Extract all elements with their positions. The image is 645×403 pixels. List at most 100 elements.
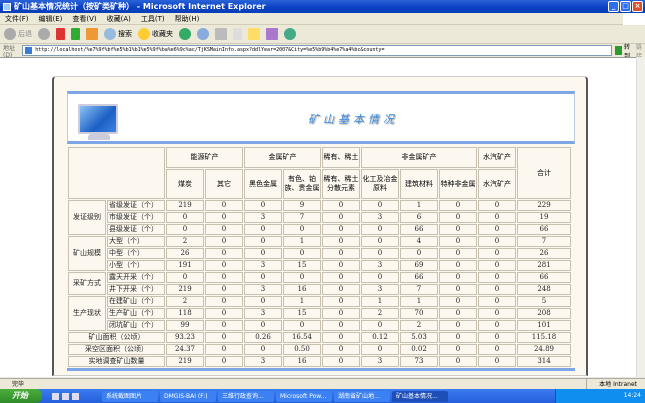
home-button[interactable]: [86, 28, 98, 40]
forward-button[interactable]: [38, 28, 50, 40]
monitor-stand: [88, 134, 110, 140]
vertical-scrollbar[interactable]: [636, 57, 645, 377]
value-cell: 0: [478, 200, 516, 211]
value-cell: 0: [166, 272, 204, 283]
task-button[interactable]: DMGIS-BAI (F:): [160, 390, 216, 402]
start-button[interactable]: 开始: [0, 389, 42, 403]
task-button[interactable]: Microsoft Pow...: [276, 390, 332, 402]
value-cell: 0: [166, 212, 204, 223]
value-cell: 314: [517, 356, 571, 367]
mail-button[interactable]: [197, 28, 209, 40]
go-button[interactable]: 转到: [615, 42, 633, 60]
group-header: 非金属矿产: [361, 147, 477, 168]
value-cell: 0: [205, 212, 243, 223]
search-icon: [104, 28, 116, 40]
messenger-icon: [284, 28, 296, 40]
edit-button[interactable]: [233, 28, 242, 40]
value-cell: 7: [517, 236, 571, 247]
total-header: 合计: [517, 147, 571, 199]
value-cell: 3: [244, 356, 282, 367]
value-cell: 0: [478, 344, 516, 355]
messenger-button[interactable]: [284, 28, 296, 40]
value-cell: 1: [283, 296, 321, 307]
value-cell: 66: [517, 224, 571, 235]
value-cell: 3: [244, 284, 282, 295]
table-row: 县级发证（个） 0 0 0 0 0 0 66 0 0 66: [68, 224, 571, 235]
value-cell: 115.18: [517, 332, 571, 343]
value-cell: 0: [361, 236, 399, 247]
group-header: 能源矿产: [166, 147, 243, 168]
close-button[interactable]: ×: [632, 1, 643, 12]
print-button[interactable]: [215, 28, 227, 40]
table-row: 中型（个） 26 0 0 0 0 0 0 0 0 26: [68, 248, 571, 259]
value-cell: 0: [205, 260, 243, 271]
value-cell: 15: [283, 260, 321, 271]
value-cell: 0: [478, 320, 516, 331]
menu-help[interactable]: 帮助(H): [174, 15, 200, 23]
stop-icon: [56, 28, 65, 40]
summary-row: 实地调查矿山数量 219 0 3 16 0 3 73 0 0 314: [68, 356, 571, 367]
column-header: 特种非金属: [439, 169, 477, 199]
links-button[interactable]: 链接: [635, 43, 642, 60]
favorites-button[interactable]: 收藏夹: [138, 28, 173, 40]
refresh-button[interactable]: [71, 28, 80, 40]
maximize-button[interactable]: □: [620, 1, 631, 12]
value-cell: 26: [166, 248, 204, 259]
back-button[interactable]: 后退: [4, 28, 32, 40]
table-row: 采矿方式 露天开采（个） 0 0 0 0 0 0 66 0 0 66: [68, 272, 571, 295]
value-cell: 16: [283, 284, 321, 295]
value-cell: 0: [361, 224, 399, 235]
value-cell: 0: [283, 320, 321, 331]
row-label: 闭坑矿山（个）: [107, 320, 165, 331]
value-cell: 66: [517, 272, 571, 283]
value-cell: 0: [205, 308, 243, 319]
value-cell: 0: [478, 224, 516, 235]
search-label: 搜索: [118, 30, 132, 38]
value-cell: 0: [244, 272, 282, 283]
task-button[interactable]: 系统截图图片: [102, 390, 158, 402]
desktop-icon[interactable]: [52, 392, 59, 400]
task-button[interactable]: 三维行政查询...: [218, 390, 274, 402]
row-label: 实地调查矿山数量: [68, 356, 165, 367]
row-label: 生产矿山（个）: [107, 308, 165, 319]
value-cell: 3: [361, 212, 399, 223]
value-cell: 0: [439, 236, 477, 247]
discuss-button[interactable]: [248, 28, 260, 40]
corner-cell: [68, 147, 165, 199]
menu-file[interactable]: 文件(F): [5, 15, 29, 23]
media-icon[interactable]: [72, 392, 79, 400]
value-cell: 66: [400, 272, 438, 283]
column-header: 煤炭: [166, 169, 204, 199]
value-cell: 0: [439, 200, 477, 211]
search-button[interactable]: 搜索: [104, 28, 132, 40]
home-icon: [86, 28, 98, 40]
address-input[interactable]: http://localhost/%e7%9f%bf%e5%b1%b1%e5%9…: [22, 45, 613, 56]
value-cell: 0: [478, 284, 516, 295]
stop-button[interactable]: [56, 28, 65, 40]
row-label: 在建矿山（个）: [107, 296, 165, 307]
value-cell: 19: [517, 212, 571, 223]
row-label: 采空区面积（公顷）: [68, 344, 165, 355]
value-cell: 219: [166, 200, 204, 211]
value-cell: 0: [322, 332, 360, 343]
value-cell: 0: [439, 272, 477, 283]
task-button[interactable]: 湖南省矿山地...: [334, 390, 390, 402]
value-cell: 0: [439, 344, 477, 355]
value-cell: 0: [166, 224, 204, 235]
menu-favorites[interactable]: 收藏(A): [106, 15, 131, 23]
value-cell: 229: [517, 200, 571, 211]
value-cell: 0: [244, 320, 282, 331]
value-cell: 3: [244, 308, 282, 319]
research-button[interactable]: [266, 28, 278, 40]
task-button-active[interactable]: 矿山基本情况...: [392, 390, 448, 402]
status-text: 完毕: [12, 381, 25, 388]
group-header: 水汽矿产: [478, 147, 516, 168]
minimize-button[interactable]: _: [608, 1, 619, 12]
menu-tools[interactable]: 工具(T): [140, 15, 165, 23]
history-button[interactable]: [179, 28, 191, 40]
menu-view[interactable]: 查看(V): [72, 15, 97, 23]
value-cell: 4: [400, 236, 438, 247]
value-cell: 0: [478, 272, 516, 283]
ie-quick-icon[interactable]: [62, 392, 69, 400]
menu-edit[interactable]: 编辑(E): [38, 15, 63, 23]
